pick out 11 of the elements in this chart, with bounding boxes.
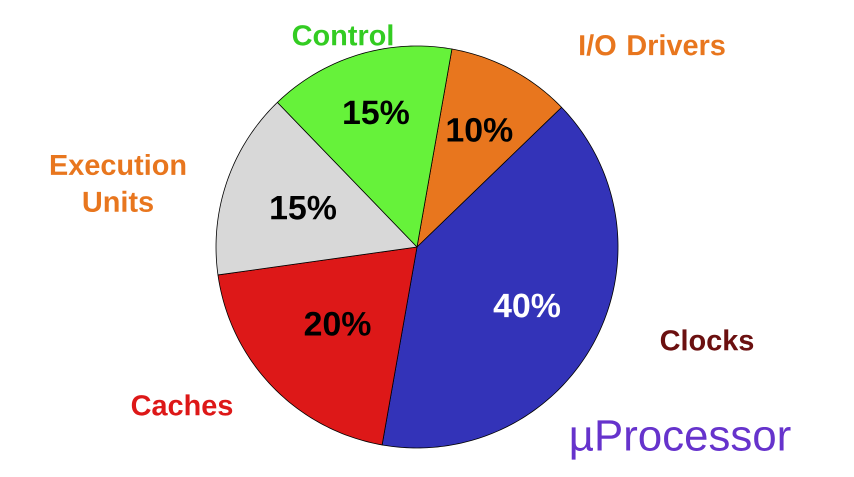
slice-label: Control: [292, 24, 392, 46]
slice-label: Execution Units: [50, 154, 186, 212]
data-label: 15%: [271, 196, 336, 220]
slice-label: Clocks: [660, 329, 754, 351]
data-label: 40%: [494, 293, 560, 318]
slice-label: Caches: [132, 394, 232, 416]
slice-label: I/O Drivers: [580, 34, 725, 56]
text: µProcessor: [572, 420, 791, 460]
data-label: 15%: [344, 100, 409, 124]
data-label: 20%: [304, 312, 371, 336]
data-label: 10%: [448, 118, 512, 142]
